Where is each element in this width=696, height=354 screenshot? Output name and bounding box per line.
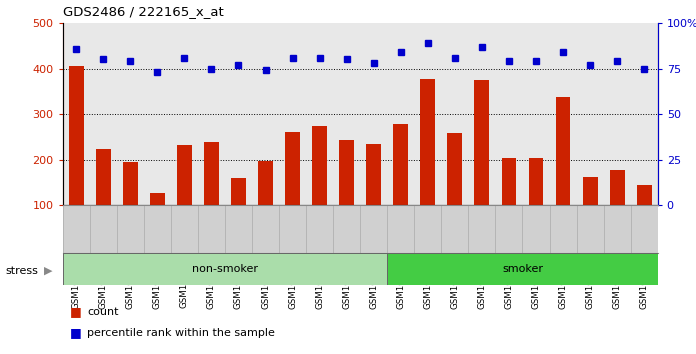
Bar: [122, 162, 138, 251]
Bar: [637, 185, 651, 251]
Text: ▶: ▶: [44, 266, 52, 276]
Bar: [69, 66, 84, 251]
Bar: [366, 144, 381, 251]
Bar: [96, 149, 111, 251]
Bar: [420, 79, 435, 251]
Text: ■: ■: [70, 305, 81, 318]
Text: GDS2486 / 222165_x_at: GDS2486 / 222165_x_at: [63, 5, 223, 18]
Bar: [231, 178, 246, 251]
Bar: [150, 193, 165, 251]
Bar: [555, 97, 571, 251]
Text: non-smoker: non-smoker: [192, 264, 258, 274]
Bar: [285, 132, 300, 251]
Bar: [393, 124, 408, 251]
Text: smoker: smoker: [502, 264, 543, 274]
Bar: [177, 145, 192, 251]
Bar: [313, 126, 327, 251]
Bar: [204, 142, 219, 251]
Bar: [339, 140, 354, 251]
Text: percentile rank within the sample: percentile rank within the sample: [87, 328, 275, 338]
Text: ■: ■: [70, 326, 81, 339]
Bar: [583, 177, 598, 251]
Text: stress: stress: [6, 266, 38, 276]
Bar: [258, 161, 273, 251]
Bar: [610, 170, 624, 251]
Bar: [448, 133, 462, 251]
Bar: [528, 158, 544, 251]
Bar: [387, 253, 658, 285]
Bar: [475, 80, 489, 251]
Bar: [502, 158, 516, 251]
Bar: [63, 253, 387, 285]
Text: count: count: [87, 307, 118, 316]
